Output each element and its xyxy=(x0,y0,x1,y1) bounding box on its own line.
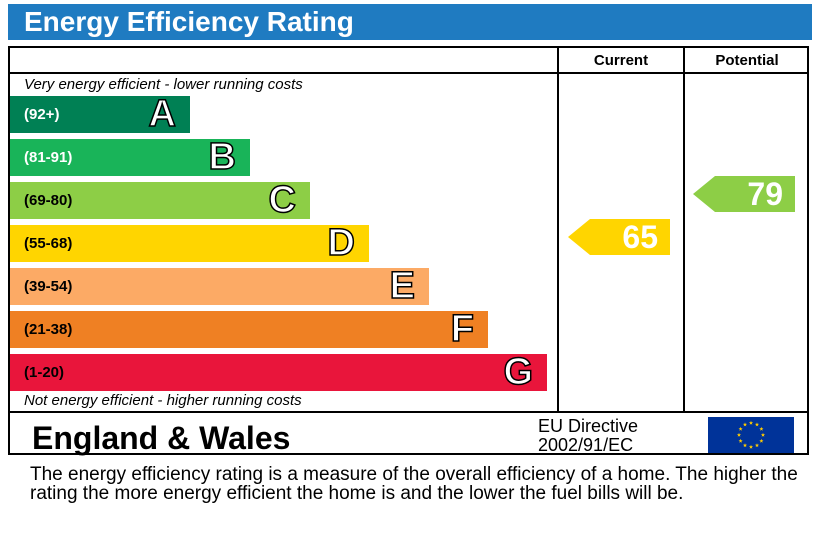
band-c: (69-80) C xyxy=(10,179,310,221)
title-bar: Energy Efficiency Rating xyxy=(8,4,812,40)
eu-star xyxy=(759,438,764,443)
band-range-label: (92+) xyxy=(24,106,60,123)
potential-rating-value: 79 xyxy=(747,176,783,212)
description-text: The energy efficiency rating is a measur… xyxy=(30,464,798,504)
current-rating-value: 65 xyxy=(622,219,658,255)
eu-stars xyxy=(736,420,766,449)
eu-directive: EU Directive 2002/91/EC xyxy=(538,417,698,455)
eu-directive-line2: 2002/91/EC xyxy=(538,435,634,455)
band-letter: A xyxy=(148,93,177,135)
eu-star xyxy=(742,422,748,427)
eu-star xyxy=(748,444,754,449)
eu-star xyxy=(754,422,760,427)
potential-rating-arrow: 79 xyxy=(693,176,795,212)
eu-star xyxy=(754,443,760,448)
band-letter: D xyxy=(327,222,356,264)
bottom-note: Not energy efficient - higher running co… xyxy=(24,392,302,409)
column-header-potential: Potential xyxy=(715,52,779,69)
band-range-label: (21-38) xyxy=(24,321,73,338)
band-g: (1-20) G xyxy=(10,351,547,393)
column-header-current: Current xyxy=(593,52,649,69)
rating-frame xyxy=(8,46,809,455)
eu-star xyxy=(759,426,764,431)
eu-star xyxy=(738,438,743,443)
eu-star xyxy=(738,426,743,431)
band-f: (21-38) F xyxy=(10,308,488,350)
chart-title: Energy Efficiency Rating xyxy=(24,6,354,37)
region-label: England & Wales xyxy=(32,420,291,456)
band-range-label: (81-91) xyxy=(24,149,73,166)
eu-star xyxy=(760,432,766,437)
footer-divider xyxy=(8,411,809,413)
eu-star xyxy=(748,420,754,425)
band-range-label: (69-80) xyxy=(24,192,73,209)
potential-arrow-shape xyxy=(693,176,795,212)
band-range-label: (55-68) xyxy=(24,235,73,252)
band-letter: F xyxy=(450,308,475,350)
band-range-label: (1-20) xyxy=(24,364,65,381)
band-range-label: (39-54) xyxy=(24,278,73,295)
eu-directive-line1: EU Directive xyxy=(538,416,639,436)
divider-current xyxy=(557,46,559,413)
current-rating-arrow: 65 xyxy=(568,219,670,255)
band-e: (39-54) E xyxy=(10,265,429,307)
eu-star xyxy=(742,443,748,448)
eu-flag-icon xyxy=(708,417,794,453)
header-divider xyxy=(8,72,809,74)
band-b: (81-91) B xyxy=(10,136,250,178)
band-d: (55-68) D xyxy=(10,222,369,264)
band-letter: E xyxy=(389,265,416,307)
band-letter: C xyxy=(268,179,297,221)
band-letter: B xyxy=(208,136,237,178)
band-letter: G xyxy=(503,351,534,393)
top-note: Very energy efficient - lower running co… xyxy=(24,76,303,93)
band-a: (92+) A xyxy=(10,93,190,135)
current-arrow-shape xyxy=(568,219,670,255)
eu-star xyxy=(736,432,742,437)
divider-potential xyxy=(683,46,685,413)
